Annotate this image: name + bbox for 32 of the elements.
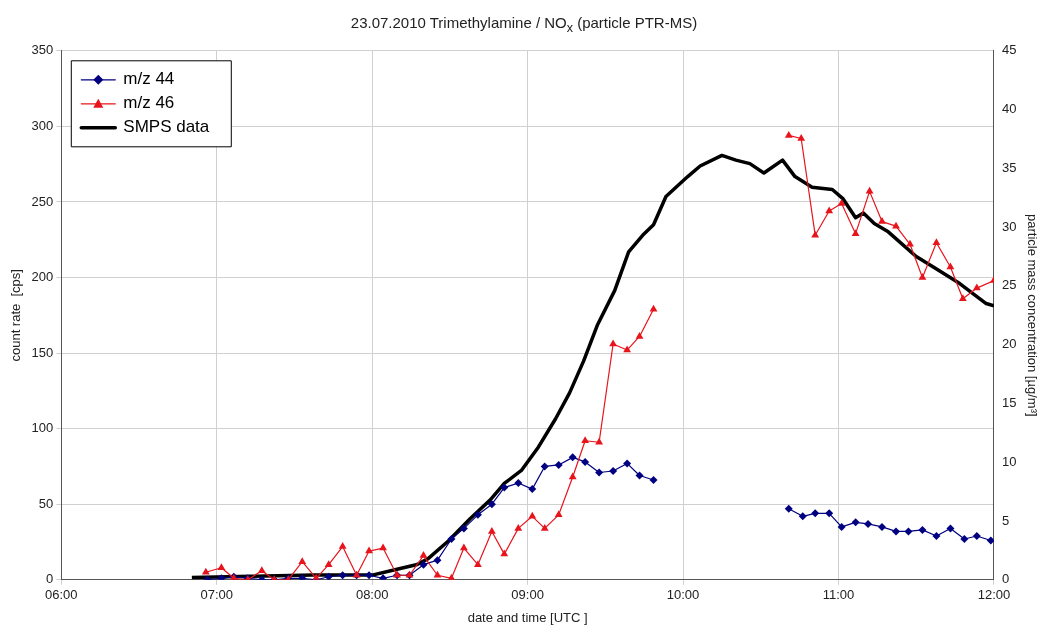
- legend-label: m/z 44: [123, 69, 175, 89]
- x-tick-label: 12:00: [977, 587, 1011, 603]
- y2-tick-label: 10: [1001, 453, 1017, 469]
- x-tick-label: 11:00: [822, 587, 855, 603]
- x-tick-label: 09:00: [511, 587, 544, 603]
- y2-tick-label: 35: [1001, 159, 1017, 175]
- x-axis-title: date and time [UTC ]: [467, 609, 588, 625]
- chart-title: 23.07.2010 Trimethylamine / NO$_{x}$ (particle PTR-MS): [349, 14, 699, 35]
- y2-tick-label: 45: [1001, 42, 1017, 58]
- y2-tick-label: 25: [1001, 277, 1017, 293]
- y-axis-title: count rate [cps]: [8, 269, 24, 362]
- y-tick-label: 50: [38, 495, 54, 511]
- legend-label: SMPS data: [123, 117, 210, 137]
- y-tick-label: 350: [31, 42, 54, 58]
- legend-label: m/z 46: [123, 93, 175, 113]
- y-tick-label: 150: [31, 344, 54, 360]
- y2-tick-label: 20: [1001, 336, 1017, 352]
- y2-tick-label: 15: [1001, 395, 1017, 411]
- x-tick-label: 10:00: [666, 587, 700, 603]
- y-tick-label: 300: [31, 117, 54, 133]
- y2-tick-label: 5: [1001, 512, 1010, 528]
- x-tick-label: 08:00: [355, 587, 389, 603]
- x-tick-label: 07:00: [200, 587, 234, 603]
- y-tick-label: 0: [46, 571, 54, 587]
- y-tick-label: 100: [31, 420, 54, 436]
- y2-tick-label: 0: [1001, 571, 1010, 587]
- y2-tick-label: 30: [1001, 218, 1017, 234]
- y2-axis-title: particle mass concentration [µg/m³]: [1024, 214, 1040, 417]
- y-tick-label: 200: [31, 269, 54, 285]
- y2-tick-label: 40: [1001, 101, 1017, 117]
- y-tick-label: 250: [31, 193, 54, 209]
- x-tick-label: 06:00: [45, 587, 78, 603]
